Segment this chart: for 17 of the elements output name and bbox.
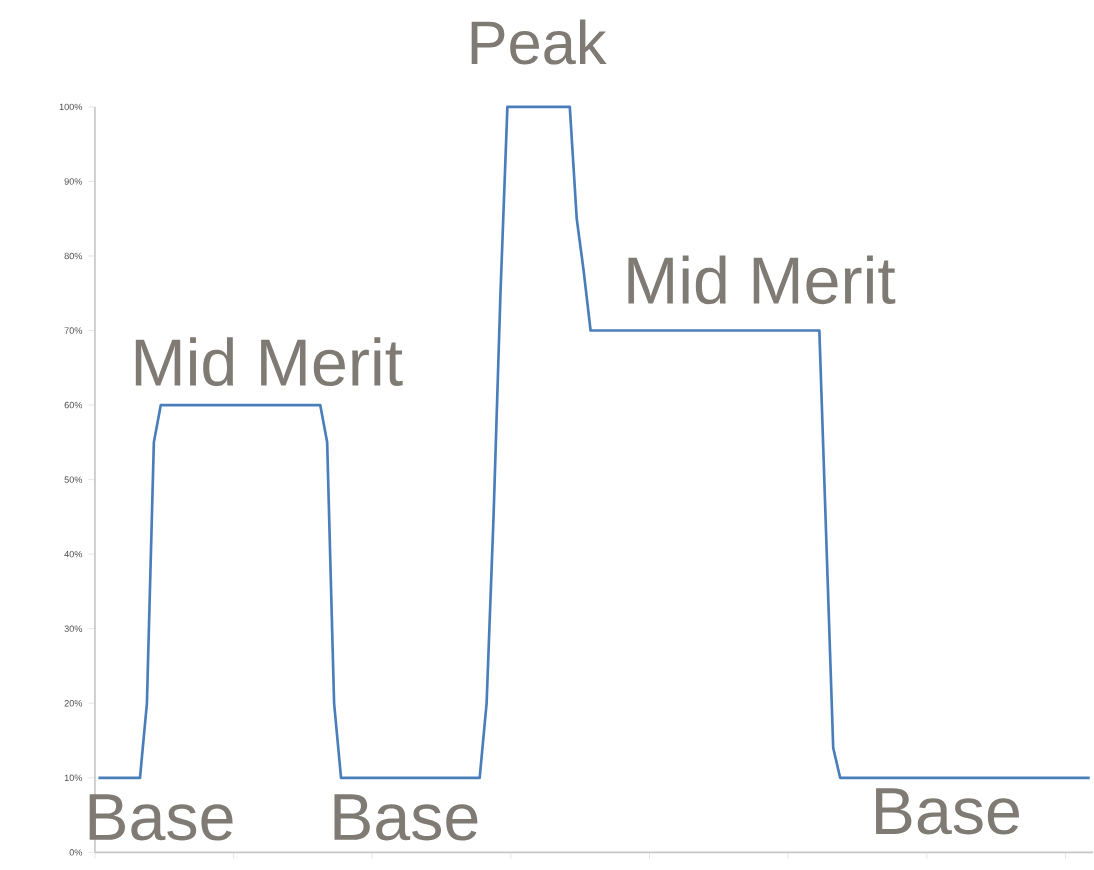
annotation: Mid Merit — [135, 337, 403, 386]
y-tick-label: 10% — [64, 774, 83, 781]
y-tick-label: 60% — [64, 401, 83, 409]
y-tick-label: 20% — [64, 699, 83, 707]
y-tick-label: 70% — [64, 327, 83, 334]
annotation: Base — [876, 788, 1019, 835]
y-tick-label: 40% — [64, 550, 83, 558]
y-tick-label: 0% — [69, 848, 83, 856]
y-tick-label: 80% — [64, 252, 83, 260]
text: Peak — [471, 19, 607, 65]
annotation: Mid Merit — [628, 255, 896, 304]
y-tick-label: 50% — [64, 476, 83, 483]
y-tick-label: 30% — [64, 625, 83, 632]
annotation: Base — [89, 794, 233, 841]
y-tick-label: 100% — [59, 103, 83, 110]
y-tick-label: 90% — [64, 178, 83, 185]
annotation: Base — [334, 794, 478, 841]
